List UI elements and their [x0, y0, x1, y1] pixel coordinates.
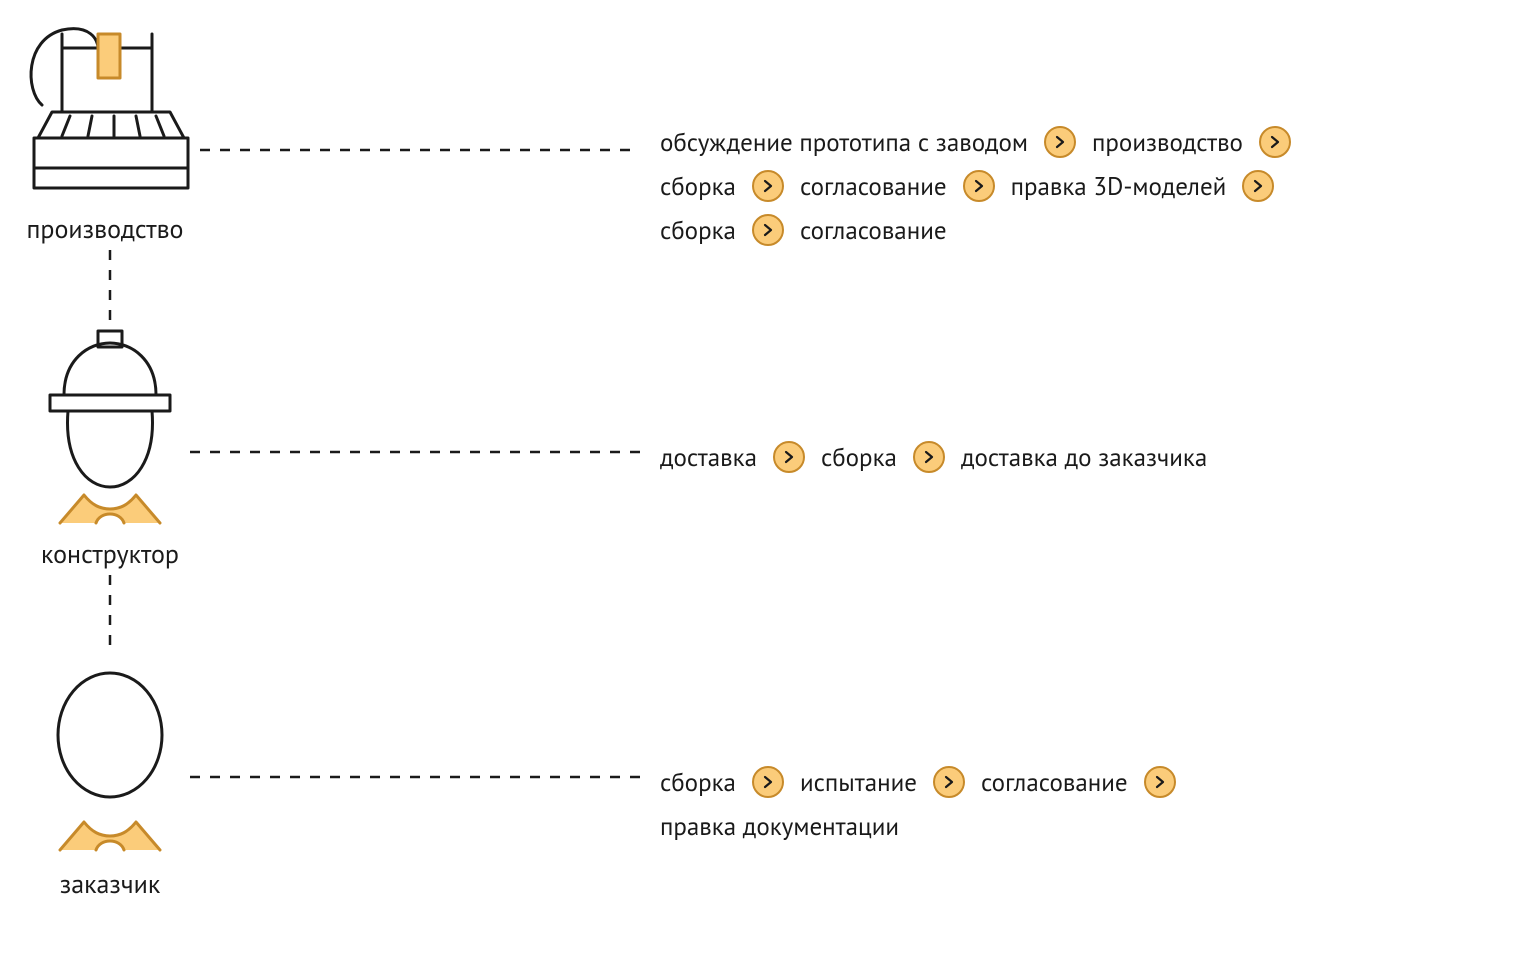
step-text: сборка: [821, 435, 897, 479]
connector-constructor: [190, 450, 640, 454]
chevron-icon: [752, 170, 784, 202]
steps-production: обсуждение прототипа с заводом производс…: [660, 120, 1291, 252]
actor-constructor: конструктор: [40, 325, 180, 571]
step-text: сборка: [660, 208, 736, 252]
steps-line: правка документации: [660, 804, 1176, 848]
chevron-icon: [1144, 766, 1176, 798]
actor-customer: заказчик: [40, 650, 180, 901]
connector-production: [200, 148, 640, 152]
steps-line: сборка согласование правка 3D-моделей: [660, 164, 1291, 208]
chevron-icon: [913, 441, 945, 473]
process-diagram: производство обсуждение прототипа с заво…: [20, 20, 1496, 947]
person-icon: [40, 650, 180, 860]
connector-vertical-1: [108, 250, 112, 330]
step-text: правка 3D-моделей: [1011, 164, 1227, 208]
chevron-icon: [1259, 126, 1291, 158]
chevron-icon: [1044, 126, 1076, 158]
actor-label-customer: заказчик: [60, 868, 161, 901]
steps-line: сборка согласование: [660, 208, 1291, 252]
hardhat-person-icon: [40, 325, 180, 530]
step-text: согласование: [800, 164, 947, 208]
steps-line: сборка испытание согласование: [660, 760, 1176, 804]
steps-line: доставка сборка доставка до заказчика: [660, 435, 1207, 479]
chevron-icon: [773, 441, 805, 473]
chevron-icon: [933, 766, 965, 798]
step-text: обсуждение прототипа с заводом: [660, 120, 1028, 164]
connector-customer: [190, 775, 640, 779]
step-text: испытание: [800, 760, 917, 804]
machine-icon: [20, 20, 190, 205]
step-text: согласование: [981, 760, 1128, 804]
steps-constructor: доставка сборка доставка до заказчика: [660, 435, 1207, 479]
chevron-icon: [1242, 170, 1274, 202]
actor-label-constructor: конструктор: [41, 538, 179, 571]
step-text: согласование: [800, 208, 947, 252]
connector-vertical-2: [108, 575, 112, 655]
step-text: производство: [1092, 120, 1243, 164]
step-text: сборка: [660, 164, 736, 208]
step-text: доставка до заказчика: [961, 435, 1207, 479]
chevron-icon: [752, 766, 784, 798]
step-text: правка документации: [660, 804, 899, 848]
chevron-icon: [752, 214, 784, 246]
step-text: сборка: [660, 760, 736, 804]
step-text: доставка: [660, 435, 757, 479]
steps-customer: сборка испытание согласование правка док…: [660, 760, 1176, 848]
chevron-icon: [963, 170, 995, 202]
actor-production: производство: [20, 20, 190, 246]
steps-line: обсуждение прототипа с заводом производс…: [660, 120, 1291, 164]
actor-label-production: производство: [27, 213, 184, 246]
